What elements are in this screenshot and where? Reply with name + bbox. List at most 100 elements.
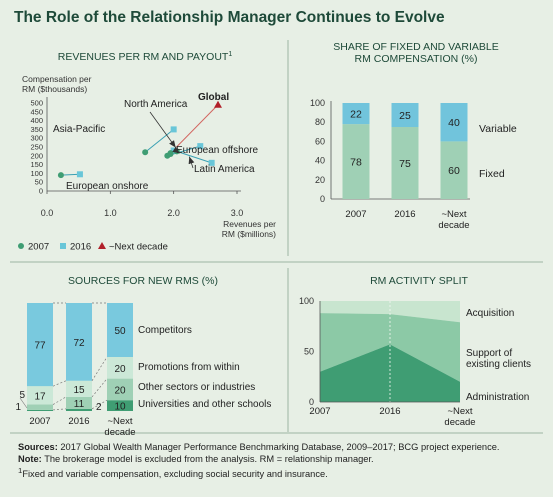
- bar-segment: [66, 303, 92, 381]
- y-tick-label: 100: [299, 296, 314, 306]
- segment-connector: [52, 396, 67, 405]
- connector-2007-2016: [60, 173, 80, 176]
- chart-title: RM COMPENSATION (%): [355, 53, 478, 65]
- point-2007: [142, 149, 149, 156]
- bar-label-universities: 2: [96, 402, 102, 413]
- point-2007: [167, 150, 174, 157]
- bar-fixed: [391, 127, 419, 199]
- label-latin-america: Latin America: [194, 164, 255, 175]
- bar-label-variable: 22: [350, 109, 362, 121]
- series-label: Competitors: [138, 325, 192, 336]
- legend-label-2016: 2016: [70, 242, 91, 253]
- y-tick-label: 400: [30, 116, 43, 125]
- bar-label-fixed: 60: [448, 165, 460, 177]
- series-label: Universities and other schools: [138, 399, 271, 410]
- point-2016: [208, 159, 215, 166]
- bar-segment: [27, 303, 53, 387]
- label-global: Global: [198, 92, 229, 103]
- chart-title: REVENUES PER RM AND PAYOUT1: [58, 51, 233, 63]
- bar-label-competitors: 50: [114, 326, 126, 337]
- y-tick-label: 200: [30, 151, 43, 160]
- bar-label-other-sectors: 5: [19, 390, 25, 401]
- y-tick-label: 500: [30, 99, 43, 108]
- legend-marker-2007: [18, 243, 24, 249]
- y-tick-label: 0: [320, 194, 325, 204]
- chart-title: RM ACTIVITY SPLIT: [370, 275, 468, 287]
- bar-variable: [440, 103, 468, 142]
- y-tick-label: 80: [315, 117, 325, 127]
- y-tick-label: 100: [310, 98, 325, 108]
- point-2007: [57, 172, 64, 179]
- bar-label-promotions: 17: [34, 391, 46, 402]
- bar-label-promotions: 20: [114, 364, 126, 375]
- footnote-line: 1Fixed and variable compensation, exclud…: [18, 465, 543, 480]
- footnote-mark: 1: [18, 466, 23, 476]
- bar-segment: [66, 408, 92, 411]
- series-label-variable: Variable: [479, 123, 517, 135]
- series-label-administration: Administration: [466, 392, 529, 403]
- bar-label-promotions: 15: [73, 385, 85, 396]
- bar-fixed: [342, 124, 370, 199]
- segment-connector: [91, 399, 108, 410]
- bar-segment: [107, 303, 133, 357]
- series-label-support: existing clients: [466, 359, 531, 370]
- bar-label-competitors: 72: [73, 338, 85, 349]
- label-european-offshore: European offshore: [176, 145, 259, 156]
- y-tick-label: 40: [315, 156, 325, 166]
- point-2016: [76, 171, 83, 178]
- legend-label-next: ~Next decade: [109, 242, 168, 253]
- x-tick-label: 1.0: [104, 208, 117, 218]
- bar-segment: [27, 386, 53, 405]
- bar-label-variable: 25: [399, 110, 411, 122]
- bar-label-fixed: 75: [399, 158, 411, 170]
- page-title: The Role of the Relationship Manager Con…: [14, 9, 445, 26]
- x-tick-label: 0.0: [41, 208, 54, 218]
- y-tick-label: 350: [30, 125, 43, 134]
- y-tick-label: 250: [30, 143, 43, 152]
- sources-label: Sources:: [18, 442, 58, 452]
- bar-label-other-sectors: 11: [74, 399, 85, 410]
- point-2016: [170, 126, 177, 133]
- segment-connector: [52, 408, 67, 411]
- x-tick-label: 2016: [68, 416, 89, 427]
- y-tick-label: 0: [309, 397, 314, 407]
- legend-label-2007: 2007: [28, 242, 49, 253]
- bar-variable: [391, 103, 419, 127]
- label-asia-pacific: Asia-Pacific: [53, 124, 105, 135]
- x-tick-label: 2007: [345, 209, 366, 220]
- y-axis-label: RM ($thousands): [22, 84, 87, 94]
- y-tick-label: 300: [30, 134, 43, 143]
- legend-marker-2016: [60, 243, 66, 249]
- series-label-fixed: Fixed: [479, 168, 505, 180]
- x-tick-label: decade: [444, 417, 475, 428]
- legend-marker-next: [98, 242, 106, 249]
- y-tick-label: 50: [35, 178, 43, 187]
- bar-segment: [66, 380, 92, 397]
- y-axis-label: Compensation per: [22, 74, 92, 84]
- x-tick-label: 2016: [394, 209, 415, 220]
- x-tick-label: 2007: [29, 416, 50, 427]
- bar-fixed: [440, 141, 468, 199]
- leader-small-segment: [19, 397, 28, 409]
- x-tick-label: ~Next: [441, 209, 466, 220]
- chart-title-footnote: 1: [228, 51, 232, 58]
- sources-text: 2017 Global Wealth Manager Performance B…: [60, 442, 500, 452]
- bar-segment: [27, 404, 53, 410]
- leader-latin-america: [188, 156, 195, 169]
- y-tick-label: 20: [315, 175, 325, 185]
- x-axis-label: Revenues per: [223, 219, 276, 229]
- x-tick-label: 2007: [309, 406, 330, 417]
- bar-label-competitors: 77: [34, 341, 46, 352]
- connector-2007-next: [170, 104, 219, 154]
- y-tick-label: 100: [30, 169, 43, 178]
- footnote-text: Fixed and variable compensation, excludi…: [22, 469, 328, 480]
- bar-segment: [107, 357, 133, 379]
- y-tick-label: 450: [30, 107, 43, 116]
- segment-connector: [52, 380, 67, 387]
- bar-label-universities: 10: [114, 402, 126, 413]
- area-series: [320, 313, 460, 382]
- connector-2007-2016: [144, 129, 174, 153]
- y-tick-label: 150: [30, 160, 43, 169]
- chart-title: SHARE OF FIXED AND VARIABLE: [333, 41, 499, 53]
